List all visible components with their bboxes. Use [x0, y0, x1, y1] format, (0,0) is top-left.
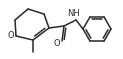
Text: O: O — [8, 31, 14, 39]
Text: O: O — [54, 39, 60, 48]
Text: NH: NH — [67, 9, 79, 19]
